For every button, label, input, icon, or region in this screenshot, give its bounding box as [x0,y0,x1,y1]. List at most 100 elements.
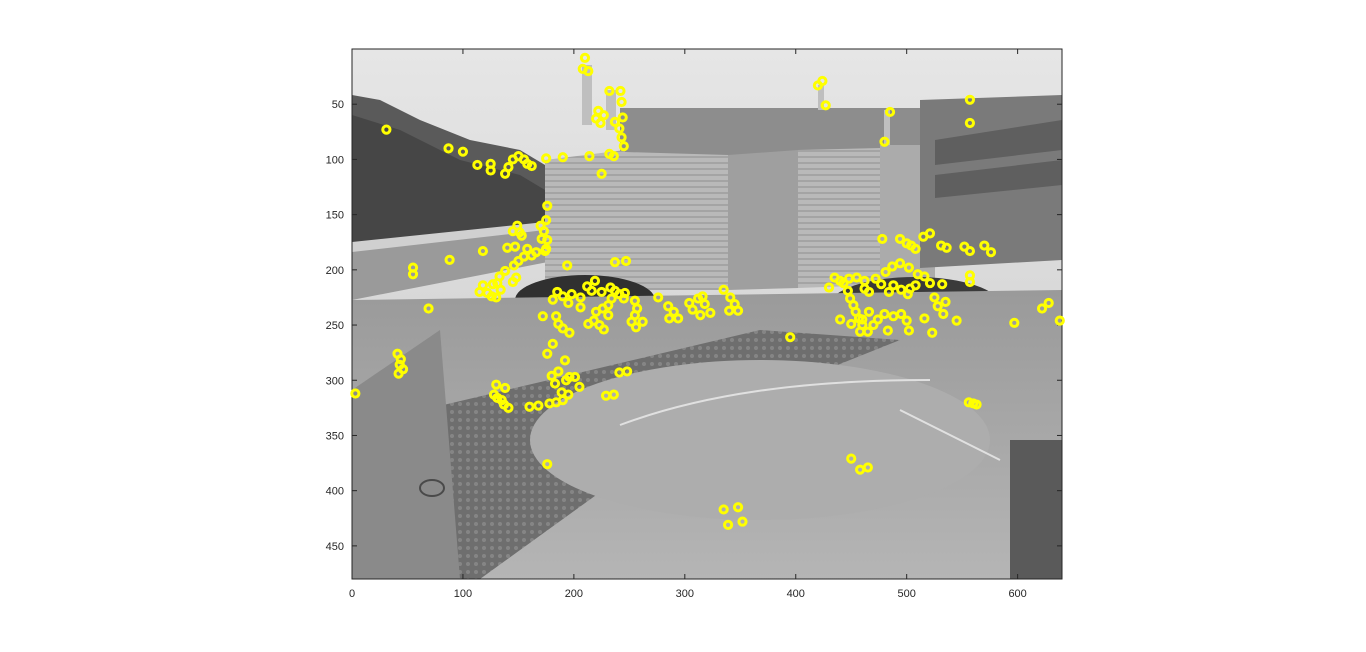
feature-point-marker [546,370,557,381]
feature-point-marker [542,459,553,470]
feature-point-marker [393,368,404,379]
feature-point-marker [941,242,952,253]
feature-point-marker [509,241,521,252]
feature-point-marker [823,282,835,293]
feature-point-marker [503,162,514,173]
feature-point-marker [1043,297,1054,309]
feature-point-marker [846,453,857,464]
feature-point-marker [547,294,558,305]
feature-point-marker [835,314,846,325]
feature-point-marker [857,314,868,325]
feature-point-marker [637,316,648,327]
feature-point-marker [673,313,684,324]
feature-point-marker [522,243,533,254]
feature-point-marker [620,255,632,267]
feature-point-marker [557,291,568,302]
feature-point-marker [575,292,586,303]
image-background [352,49,1062,579]
feature-point-marker [604,148,615,159]
feature-point-marker [541,153,552,164]
x-tick-label: 300 [676,588,694,600]
feature-point-marker [541,215,552,226]
feature-point-marker [903,262,915,273]
feature-point-marker [579,52,591,63]
feature-point-marker [616,96,627,108]
feature-point-marker [732,502,744,513]
feature-point-marker [705,307,716,318]
y-tick-label: 300 [326,375,344,387]
feature-point-marker [664,313,675,324]
feature-point-marker [617,112,628,123]
feature-point-marker [630,322,642,333]
feature-point-marker [557,323,568,334]
y-tick-label: 200 [326,265,344,277]
feature-point-marker [910,243,921,254]
feature-point-marker [724,305,735,316]
feature-point-marker [964,94,976,105]
axes-box [351,48,1063,580]
feature-point-marker [553,366,564,377]
feature-point-marker [477,245,489,257]
feature-point-marker [901,315,912,326]
feature-point-marker [615,85,626,97]
feature-point-marker [838,277,849,289]
feature-point-marker [940,296,951,307]
feature-point-marker [932,301,943,312]
feature-point-marker [870,273,881,284]
y-tick-label: 50 [332,99,344,111]
feature-point-marker [524,401,535,412]
feature-point-marker [539,245,551,257]
feature-point-marker [584,151,595,162]
feature-point-marker [566,289,577,300]
feature-point-marker [598,324,609,335]
feature-point-marker [924,228,936,239]
feature-point-marker [608,389,619,400]
feature-point-marker [508,260,520,271]
feature-point-marker [879,136,890,147]
x-tick-label: 200 [565,588,583,600]
feature-point-marker [887,261,898,272]
feature-point-marker [549,378,561,389]
feature-point-marker [927,327,938,338]
feature-point-marker [618,293,629,304]
y-tick-label: 350 [326,430,344,442]
feature-point-marker [718,284,729,295]
feature-point-marker [924,277,936,289]
feature-point-marker [598,110,609,121]
feature-point-marker [880,266,891,278]
feature-point-marker [938,308,949,320]
feature-point-marker [583,65,594,77]
feature-point-marker [544,398,555,409]
feature-point-marker [491,292,502,303]
feature-point-marker [542,200,553,211]
feature-point-marker [896,284,907,295]
feature-point-marker [882,325,893,336]
feature-point-marker [609,116,621,127]
feature-point-marker [488,389,500,400]
feature-point-marker [457,146,469,157]
feature-point-marker [863,306,875,317]
feature-point-marker [609,257,621,268]
feature-point-marker [350,388,361,399]
feature-point-marker [495,284,506,295]
feature-point-marker [964,245,976,257]
feature-point-marker [589,275,601,286]
feature-point-marker [829,272,840,283]
feature-point-marker [732,305,744,316]
feature-point-marker [1054,315,1065,326]
feature-point-marker [559,355,571,366]
feature-point-marker [663,301,674,312]
feature-point-marker [472,159,483,171]
feature-point-marker [937,279,948,290]
feature-points [350,52,1065,530]
feature-point-marker [859,275,870,286]
x-tick-label: 600 [1008,588,1026,600]
feature-point-marker [516,230,527,241]
x-tick-label: 100 [454,588,472,600]
feature-point-marker [862,462,873,473]
y-tick-label: 450 [326,541,344,553]
feature-point-marker [487,279,498,290]
feature-point-marker [491,379,502,390]
feature-point-marker [596,286,607,298]
